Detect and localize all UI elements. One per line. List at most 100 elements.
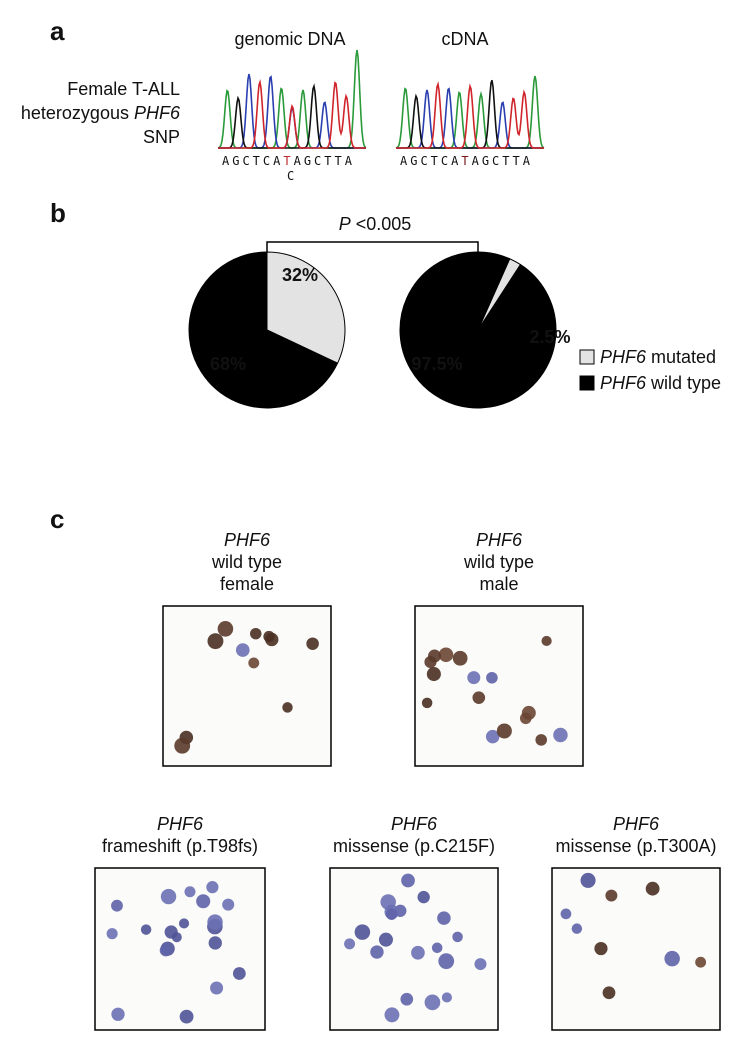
- image-gene: PHF6: [476, 530, 523, 550]
- cell: [164, 925, 178, 939]
- image-frame: [414, 605, 584, 767]
- cell: [417, 890, 430, 904]
- cell: [602, 986, 616, 1000]
- cell: [560, 908, 572, 920]
- cell: [217, 621, 234, 637]
- image-caption: wild type: [211, 552, 282, 572]
- trace: [396, 81, 544, 149]
- cell: [250, 627, 262, 640]
- cell: [421, 697, 433, 709]
- legend-swatch: [579, 349, 595, 365]
- panel-label: b: [50, 198, 66, 228]
- cell: [282, 702, 293, 713]
- gene-name: PHF6: [600, 347, 647, 367]
- cell: [222, 898, 235, 911]
- cell: [306, 637, 319, 650]
- column-header: genomic DNA: [234, 29, 345, 49]
- sequence-part: AGCTTA: [294, 154, 355, 168]
- cell: [207, 914, 223, 930]
- image-caption: missense (p.T300A): [555, 836, 716, 856]
- cell: [426, 667, 441, 682]
- row-label: Female T-ALL: [67, 79, 180, 99]
- cell: [428, 649, 441, 663]
- cell: [235, 643, 250, 657]
- cell: [344, 938, 356, 950]
- sequence-variant: T: [461, 154, 471, 168]
- sequence: AGCTCATAGCTTA: [222, 154, 355, 168]
- cell: [184, 886, 196, 898]
- cell: [472, 691, 486, 704]
- cell: [179, 1009, 194, 1024]
- pie-slice: [266, 251, 346, 364]
- cell: [645, 881, 660, 896]
- image-caption: missense (p.C215F): [333, 836, 495, 856]
- cell: [178, 918, 190, 929]
- cell: [263, 630, 275, 643]
- cell: [401, 873, 415, 888]
- cell: [384, 1007, 400, 1023]
- cell: [380, 894, 396, 910]
- cell: [695, 956, 707, 968]
- cell: [111, 899, 123, 912]
- cell: [207, 633, 224, 650]
- cell: [535, 734, 548, 746]
- p-text: <0.005: [356, 214, 412, 234]
- sequence-part: AGCTCA: [400, 154, 461, 168]
- cell: [437, 911, 451, 925]
- image-gene: PHF6: [391, 814, 438, 834]
- image-caption: male: [479, 574, 518, 594]
- image-gene: PHF6: [157, 814, 204, 834]
- pie-slice: [399, 251, 557, 409]
- cell: [438, 647, 454, 663]
- cell: [541, 635, 552, 647]
- cell: [160, 888, 177, 905]
- gene-name: PHF6: [134, 103, 181, 123]
- cell: [174, 737, 191, 754]
- sequence-part: AGCTTA: [472, 154, 533, 168]
- cell: [580, 872, 596, 888]
- data-label: 2.5%: [529, 327, 570, 347]
- cell: [452, 931, 463, 943]
- data-label: 68%: [210, 354, 246, 374]
- pies: T-ALLmales(n=92)32%68%T-ALLfemales(n=39)…: [188, 251, 571, 409]
- row-label-text: heterozygous: [21, 103, 129, 123]
- cell: [571, 923, 583, 934]
- sequence: AGCTCATAGCTTA: [400, 154, 533, 168]
- cell: [106, 928, 118, 940]
- p-value: P <0.005: [339, 214, 412, 234]
- legend-label: mutated: [651, 347, 716, 367]
- cell: [232, 967, 246, 980]
- trace: [396, 79, 544, 149]
- row-label: SNP: [143, 127, 180, 147]
- cell: [196, 894, 211, 909]
- trace: [218, 79, 366, 149]
- cell: [159, 944, 172, 957]
- image-caption: wild type: [463, 552, 534, 572]
- cell: [605, 889, 618, 902]
- cell: [452, 650, 468, 666]
- pie-slice: [188, 251, 339, 409]
- cell: [354, 924, 371, 940]
- cell: [411, 945, 425, 960]
- cell: [206, 881, 219, 894]
- legend-swatch: [579, 375, 595, 391]
- image-caption: frameshift (p.T98fs): [102, 836, 258, 856]
- cell: [441, 992, 452, 1003]
- cell: [594, 941, 608, 956]
- data-label: 97.5%: [411, 354, 462, 374]
- cell: [431, 942, 443, 954]
- cell: [385, 908, 398, 920]
- cell: [111, 1007, 125, 1021]
- legend-entry: PHF6 mutated: [600, 347, 716, 367]
- cell: [664, 950, 680, 967]
- image-gene: PHF6: [224, 530, 271, 550]
- image-frame: [94, 867, 266, 1031]
- cell: [140, 924, 152, 935]
- data-label: 32%: [282, 265, 318, 285]
- image-caption: female: [220, 574, 274, 594]
- cell: [248, 657, 260, 669]
- cell: [474, 958, 487, 971]
- cell: [424, 994, 441, 1011]
- image-gene: PHF6: [613, 814, 660, 834]
